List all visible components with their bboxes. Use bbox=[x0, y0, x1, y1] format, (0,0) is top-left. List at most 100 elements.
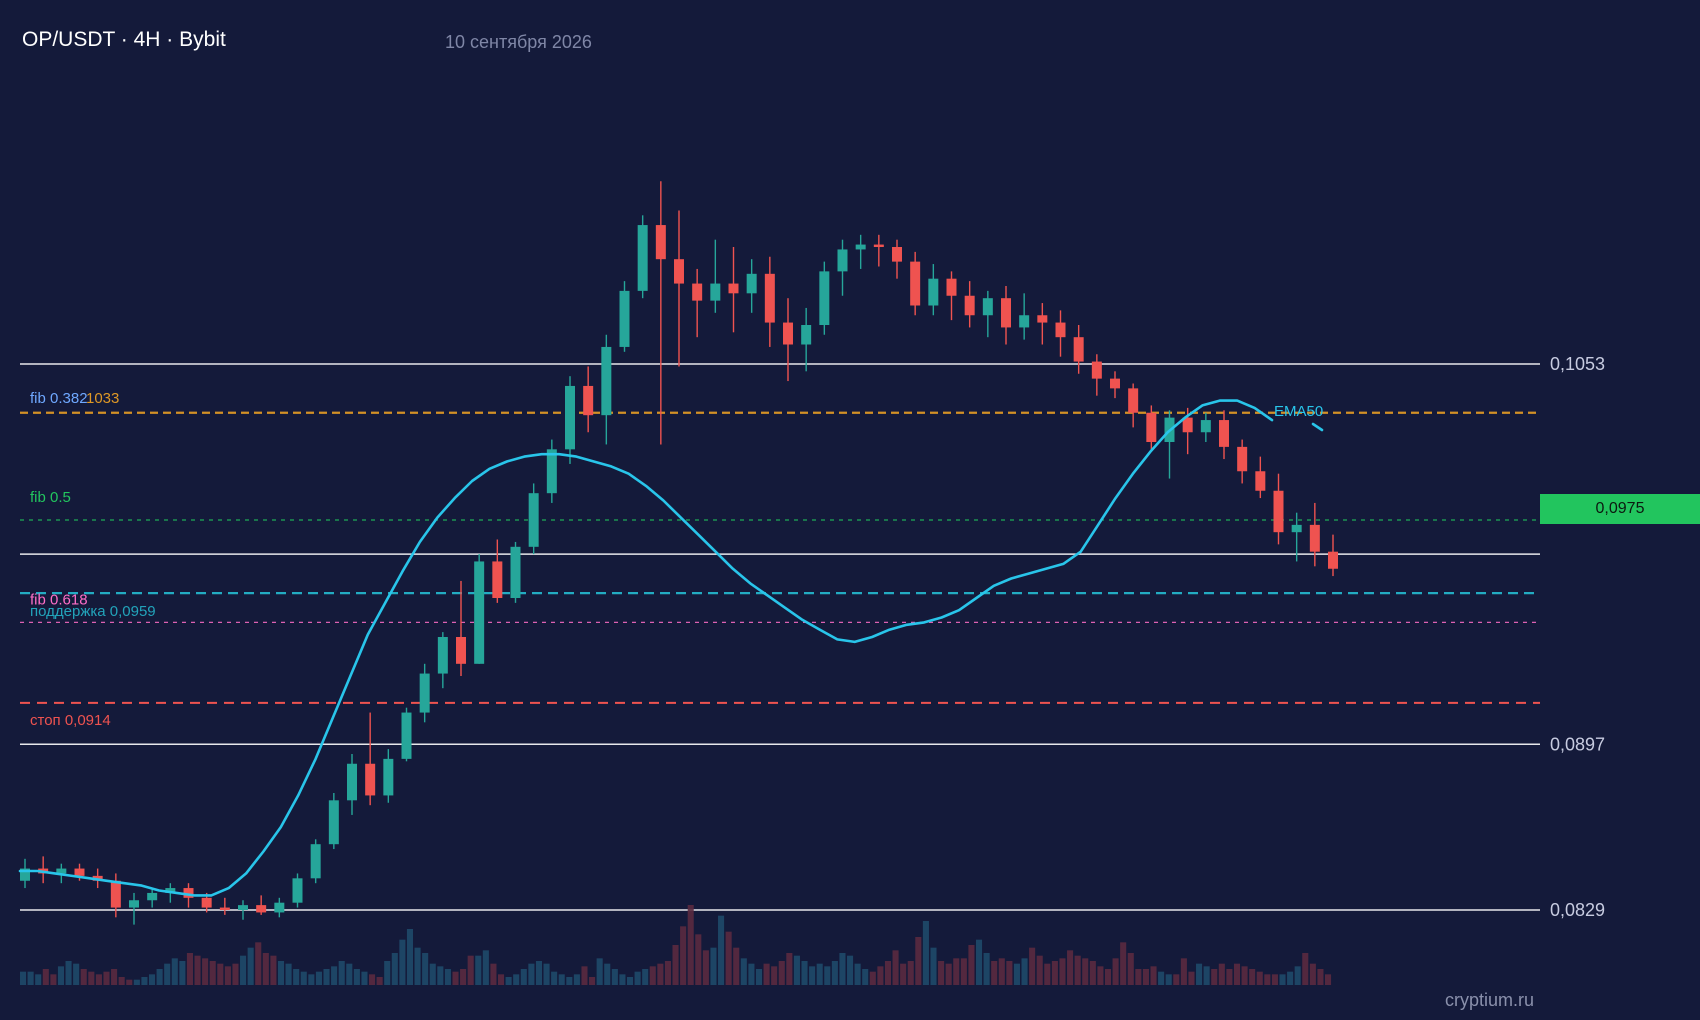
volume-bar bbox=[581, 966, 588, 985]
fib-label: fib 0.382 bbox=[30, 390, 88, 407]
candle-body bbox=[873, 244, 884, 247]
volume-bar bbox=[596, 958, 603, 985]
volume-bar bbox=[111, 969, 118, 985]
volume-bar bbox=[513, 974, 520, 985]
volume-bar bbox=[1051, 961, 1058, 985]
candle-body bbox=[1019, 315, 1030, 328]
volume-bar bbox=[551, 971, 558, 985]
volume-bar bbox=[816, 963, 823, 985]
candle-body bbox=[1182, 417, 1193, 433]
volume-bar bbox=[854, 963, 861, 985]
volume-bar bbox=[1256, 971, 1263, 985]
candle-body bbox=[1091, 361, 1102, 379]
volume-bar bbox=[528, 963, 535, 985]
volume-bar bbox=[1142, 969, 1149, 985]
volume-bar bbox=[1021, 958, 1028, 985]
volume-bar bbox=[1044, 963, 1051, 985]
volume-bar bbox=[323, 969, 330, 985]
candle-body bbox=[437, 637, 448, 674]
volume-bar bbox=[1271, 974, 1278, 985]
volume-bar bbox=[589, 977, 596, 985]
volume-bar bbox=[619, 974, 626, 985]
volume-bar bbox=[95, 974, 102, 985]
support-label: поддержка 0,0959 bbox=[30, 603, 156, 620]
volume-bar bbox=[695, 934, 702, 985]
candle-body bbox=[910, 261, 921, 306]
volume-bar bbox=[65, 961, 72, 985]
volume-bar bbox=[1180, 958, 1187, 985]
volume-bar bbox=[1006, 961, 1013, 985]
y-tick-label: 0,0829 bbox=[1550, 900, 1605, 920]
candles bbox=[20, 181, 1338, 925]
volume-bar bbox=[1097, 966, 1104, 985]
candle-body bbox=[528, 493, 539, 547]
candle-body bbox=[1200, 420, 1211, 433]
candle-body bbox=[56, 868, 67, 874]
volume-bar bbox=[611, 969, 618, 985]
volume-bar bbox=[1104, 969, 1112, 985]
volume-bar bbox=[27, 971, 34, 985]
volume-bar bbox=[733, 947, 740, 985]
candle-body bbox=[583, 385, 594, 416]
candle-body bbox=[655, 225, 666, 260]
volume-bar bbox=[907, 961, 914, 985]
candle-body bbox=[565, 385, 575, 450]
volume-bar bbox=[884, 961, 892, 985]
candle-body bbox=[619, 290, 630, 347]
candle-body bbox=[328, 800, 339, 845]
volume-bar bbox=[285, 963, 292, 985]
candle-body bbox=[510, 546, 521, 598]
volume-bar bbox=[361, 971, 368, 985]
volume-bar bbox=[141, 977, 148, 985]
candle-body bbox=[928, 278, 939, 306]
candle-body bbox=[219, 907, 230, 910]
volume-bar bbox=[1013, 963, 1020, 985]
volume-bar bbox=[771, 966, 778, 985]
candle-body bbox=[710, 283, 721, 301]
candle-body bbox=[1055, 322, 1066, 338]
volume-bar bbox=[338, 961, 345, 985]
volume-bar bbox=[831, 961, 838, 985]
volume-bar bbox=[414, 947, 421, 985]
candle-body bbox=[74, 868, 85, 876]
candle-body bbox=[674, 259, 684, 284]
volume-bar bbox=[869, 971, 876, 985]
candle-body bbox=[383, 758, 394, 796]
volume-bar bbox=[315, 971, 322, 985]
volume-bar bbox=[1036, 955, 1043, 985]
candle-body bbox=[165, 888, 176, 893]
volume-bar bbox=[35, 974, 42, 985]
current-price-tag: 0,0975 bbox=[1540, 494, 1700, 524]
volume-bar bbox=[369, 974, 376, 985]
candle-body bbox=[1128, 388, 1139, 413]
volume-bar bbox=[892, 950, 899, 985]
candle-body bbox=[1255, 471, 1266, 491]
volume-bar bbox=[475, 955, 482, 985]
fib-label: fib 0.5 bbox=[30, 489, 71, 506]
volume-bar bbox=[543, 963, 550, 985]
volume-bar bbox=[566, 977, 573, 985]
volume-bar bbox=[1233, 963, 1241, 985]
volume-bar bbox=[998, 958, 1005, 985]
volume-bar bbox=[490, 963, 497, 985]
volume-bar bbox=[558, 974, 565, 985]
volume-bar bbox=[1165, 974, 1172, 985]
volume-bar bbox=[20, 971, 27, 985]
volume-bar bbox=[1287, 971, 1294, 985]
volume-bar bbox=[460, 969, 467, 985]
volume-bar bbox=[452, 971, 459, 985]
volume-bar bbox=[1082, 958, 1089, 985]
volume-bar bbox=[57, 966, 65, 985]
volume-bar bbox=[755, 969, 763, 985]
candle-body bbox=[1037, 315, 1048, 323]
candle-body bbox=[238, 905, 248, 910]
volume-bar bbox=[1218, 963, 1225, 985]
volume-bar bbox=[118, 977, 125, 985]
volume-bar bbox=[186, 953, 193, 985]
volume-bar bbox=[1203, 966, 1210, 985]
candle-body bbox=[837, 249, 848, 272]
volume-bar bbox=[224, 966, 231, 985]
volume-bars bbox=[20, 905, 1332, 985]
volume-bar bbox=[126, 979, 133, 985]
